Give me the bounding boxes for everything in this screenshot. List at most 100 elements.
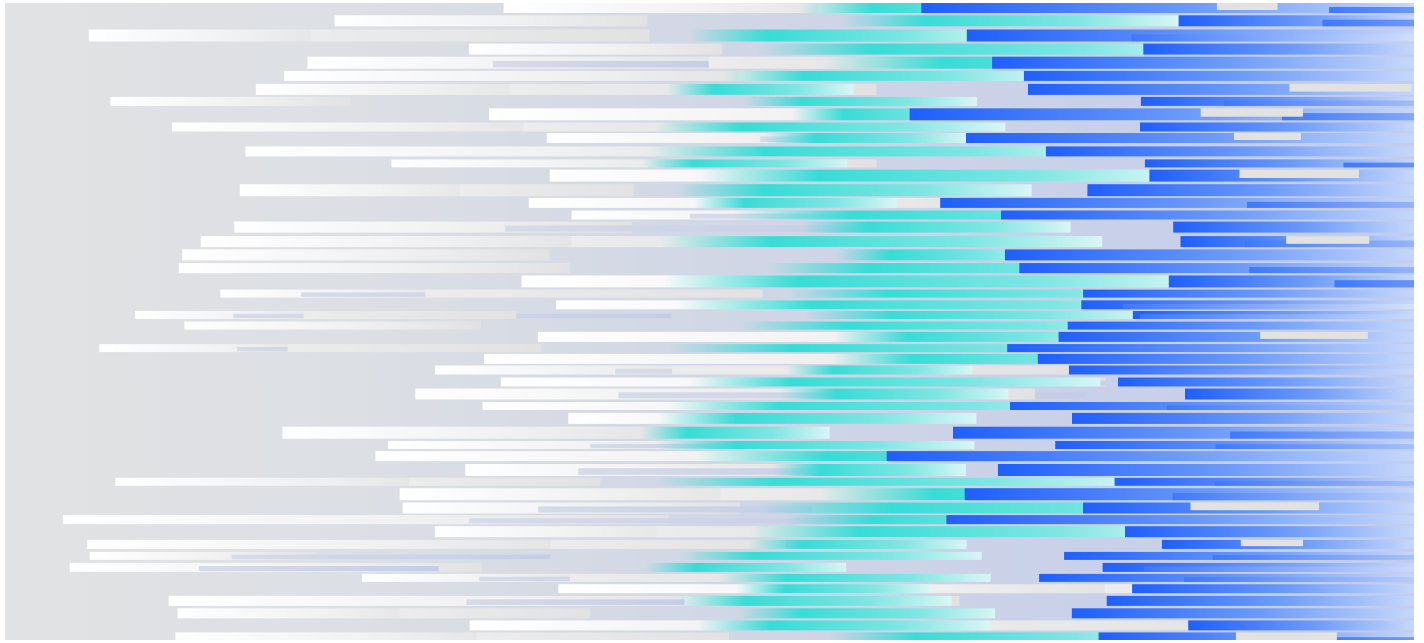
grey-bar [287,344,542,353]
cyan-bar [780,388,1009,400]
cyan-bar [668,344,1166,353]
white-bar [239,184,501,197]
blue-bar [1067,321,1414,330]
white-bar [537,331,1108,342]
blue-bar [1001,210,1414,220]
blue-bar [1334,280,1414,288]
cyan-bar [772,464,966,476]
white-bar [178,263,570,274]
cyan-bar [669,402,1111,410]
white-bar [110,96,351,106]
blue-bar [1071,608,1414,619]
blue-bar [1223,100,1414,106]
cyan-bar [831,353,1155,364]
blue-bar [1072,412,1414,424]
grey-bar [550,539,786,549]
cyan-bar [800,221,1071,233]
white-bar [435,365,713,375]
grey-bar [460,184,634,197]
white-bar [184,321,481,330]
blue-bar [1023,70,1414,81]
blue-bar [1178,15,1414,27]
grey-bar [1286,236,1370,244]
cyan-bar [737,608,995,619]
grey-bar [569,573,837,582]
blue-bar [1004,249,1414,261]
blue-bar [1214,481,1414,486]
blue-bar [1106,595,1414,606]
blue-bar [1188,620,1414,631]
blue-bar [1132,584,1414,594]
blue-bar [1343,162,1414,168]
grey-bar [399,608,590,619]
blue-bar [1172,493,1414,501]
lavender-bar [198,566,439,572]
cyan-bar [653,477,1141,486]
blue-bar [921,3,1414,13]
cyan-bar [828,632,1180,640]
blue-bar [1007,344,1414,353]
blue-bar [1122,303,1414,310]
blue-bar [1281,113,1414,121]
cyan-bar [698,620,990,631]
cyan-bar [758,502,1289,514]
cyan-bar [757,43,1221,55]
grey-bar [1234,133,1301,140]
blue-bar [992,56,1414,69]
blue-bar [1249,267,1414,274]
blue-bar [1125,526,1414,538]
white-bar [255,83,550,95]
blue-bar [1143,566,1414,572]
white-bar [546,133,885,143]
blue-bar [1166,405,1414,410]
blue-bar [886,451,1414,462]
white-bar [200,236,612,248]
white-bar [284,70,779,81]
cyan-bar [834,331,1128,342]
blue-bar [1144,159,1414,168]
grey-bar [1260,331,1368,339]
blue-bar [1045,146,1414,157]
cyan-bar [804,311,1153,319]
blue-bar [1140,314,1414,319]
cyan-bar [786,289,1192,298]
cyan-bar [694,197,897,208]
blue-bar [1143,43,1414,55]
lavender-bar [469,518,929,524]
blue-bar [1173,221,1414,233]
blue-bar [1185,388,1414,400]
cyan-bar [699,169,1177,182]
grey-bar [1235,632,1337,640]
white-bar [182,249,550,261]
white-bar [168,595,725,606]
grey-bar [409,477,601,486]
white-bar [172,122,564,132]
grey-bar [425,289,763,298]
grey-bar [1240,539,1303,547]
cyan-bar [656,441,975,449]
cyan-bar [736,584,930,594]
cyan-bar [748,526,1195,538]
cyan-bar [743,96,977,106]
blue-bar [966,133,1414,143]
white-bar [282,426,680,439]
grey-bar [1200,108,1303,117]
cyan-bar [645,562,847,572]
white-bar [468,43,723,55]
cyan-bar [657,412,977,424]
cyan-bar [678,595,952,606]
cyan-bar [667,83,854,95]
cyan-bar [641,159,848,168]
cyan-bar [678,551,982,560]
blue-bar [1037,353,1414,364]
cyan-bar [839,15,1180,27]
white-bar [99,344,328,353]
white-bar [89,551,317,560]
blue-bar [1212,555,1414,560]
blue-bar [1247,201,1414,208]
blue-bar [1323,637,1414,640]
blue-bar [940,197,1414,208]
blue-bar [1230,431,1414,439]
